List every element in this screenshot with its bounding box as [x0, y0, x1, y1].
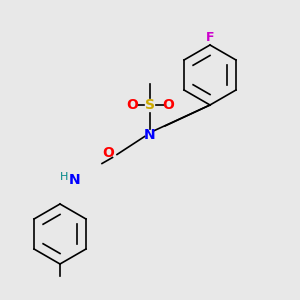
- Text: O: O: [126, 98, 138, 112]
- Text: O: O: [102, 146, 114, 160]
- Text: F: F: [206, 31, 214, 44]
- Text: H: H: [60, 172, 69, 182]
- Text: O: O: [162, 98, 174, 112]
- Text: N: N: [69, 173, 81, 187]
- Text: N: N: [144, 128, 156, 142]
- Text: S: S: [145, 98, 155, 112]
